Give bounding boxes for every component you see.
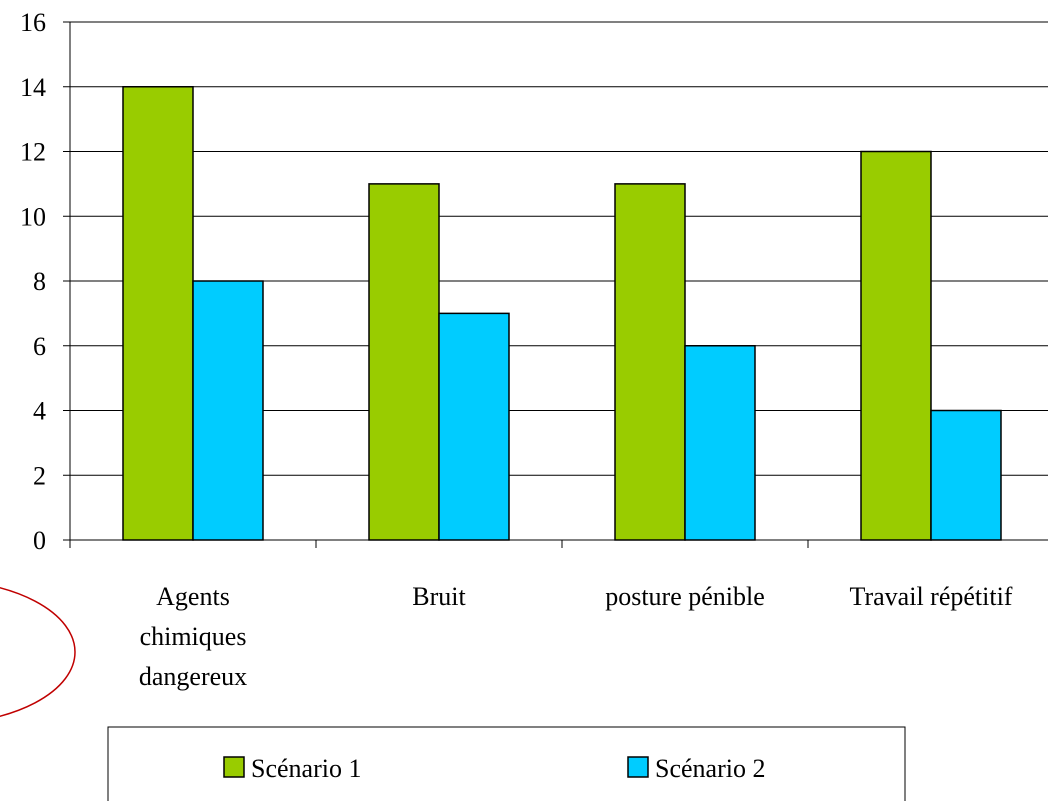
y-tick-label: 6 bbox=[33, 332, 46, 361]
legend-label: Scénario 1 bbox=[251, 754, 361, 783]
x-tick-label: Travail répétitif bbox=[850, 582, 1013, 611]
legend-swatch bbox=[627, 756, 649, 778]
bar bbox=[438, 312, 510, 541]
x-tick-label: Agents chimiques dangereux bbox=[139, 582, 247, 691]
legend-label: Scénario 2 bbox=[655, 754, 765, 783]
y-tick-label: 12 bbox=[20, 138, 46, 167]
y-tick-label: 2 bbox=[33, 461, 46, 490]
y-tick-label: 14 bbox=[20, 73, 46, 102]
x-tick-label: posture pénible bbox=[605, 582, 765, 611]
bar bbox=[684, 345, 756, 541]
y-tick-label: 0 bbox=[33, 526, 46, 555]
y-tick-label: 4 bbox=[33, 397, 46, 426]
bar bbox=[860, 150, 932, 541]
bar bbox=[614, 183, 686, 541]
x-tick-label: Bruit bbox=[412, 582, 466, 611]
bar bbox=[122, 86, 194, 541]
y-tick-label: 10 bbox=[20, 202, 46, 231]
bar bbox=[930, 409, 1002, 541]
legend-swatch bbox=[223, 756, 245, 778]
y-tick-label: 16 bbox=[20, 8, 46, 37]
highlight-ellipse bbox=[0, 587, 76, 717]
bar bbox=[368, 183, 440, 541]
bar bbox=[192, 280, 264, 541]
y-tick-label: 8 bbox=[33, 267, 46, 296]
